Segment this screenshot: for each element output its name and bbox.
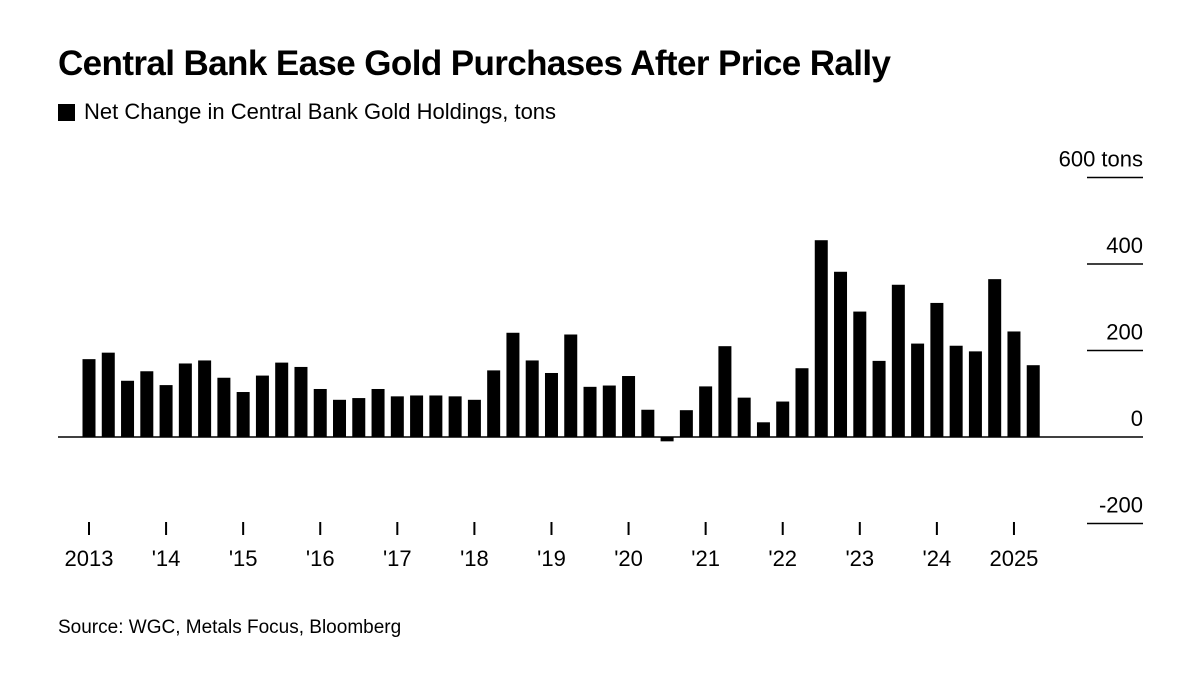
- x-tick-label: '16: [306, 546, 335, 571]
- bar: [968, 351, 982, 438]
- bar: [429, 395, 443, 437]
- bar: [949, 345, 963, 437]
- y-tick-label: -200: [1099, 493, 1143, 518]
- y-axis: 600 tons 400 200 0 -200: [1059, 147, 1143, 525]
- bar: [737, 397, 751, 437]
- bar: [814, 240, 828, 437]
- bar: [776, 401, 790, 437]
- chart-title: Central Bank Ease Gold Purchases After P…: [58, 44, 891, 83]
- x-tick-label: '20: [614, 546, 643, 571]
- x-tick-label: '21: [691, 546, 720, 571]
- bar: [198, 360, 212, 437]
- x-tick-label: '14: [152, 546, 181, 571]
- bar: [371, 388, 385, 437]
- x-axis: 2013 '14 '15 '16 '17 '18 '19 '20 '21 '22 '23 '24 202…: [65, 522, 1038, 571]
- bar: [101, 352, 115, 437]
- bar: [1026, 365, 1040, 437]
- y-tick-label: 600 tons: [1059, 147, 1143, 172]
- bar: [313, 388, 327, 437]
- bar: [333, 399, 347, 438]
- bar: [988, 279, 1002, 437]
- y-tick-label: 200: [1106, 320, 1143, 345]
- bar: [891, 284, 905, 437]
- bar: [140, 371, 154, 437]
- bar: [410, 395, 424, 437]
- legend: Net Change in Central Bank Gold Holdings…: [58, 99, 556, 125]
- bar: [602, 385, 616, 437]
- bars: [82, 240, 1040, 442]
- bar: [756, 422, 770, 438]
- x-tick-label: '22: [768, 546, 797, 571]
- bar: [641, 409, 655, 437]
- x-tick-label: '17: [383, 546, 412, 571]
- x-tick-label: '18: [460, 546, 489, 571]
- bar: [487, 370, 501, 437]
- bar: [834, 271, 848, 437]
- bar: [236, 392, 250, 437]
- bar: [872, 360, 886, 437]
- bar: [911, 343, 925, 437]
- x-tick-label: '24: [923, 546, 952, 571]
- bar: [525, 360, 539, 437]
- bar: [217, 377, 231, 437]
- bar: [390, 396, 404, 438]
- bar: [506, 332, 520, 437]
- bar: [699, 386, 713, 437]
- bar: [679, 410, 693, 438]
- bar: [795, 368, 809, 437]
- x-tick-label: '15: [229, 546, 258, 571]
- x-tick-label: 2025: [989, 546, 1038, 571]
- x-tick-label: '19: [537, 546, 566, 571]
- source-note: Source: WGC, Metals Focus, Bloomberg: [58, 617, 402, 638]
- bar: [853, 311, 867, 437]
- bar: [275, 362, 289, 437]
- bar: [564, 334, 578, 437]
- bar: [255, 375, 269, 437]
- bar: [294, 366, 308, 437]
- x-tick-label: 2013: [65, 546, 114, 571]
- bar: [583, 386, 597, 437]
- bar: [178, 363, 192, 438]
- bar: [448, 396, 462, 438]
- legend-swatch: [58, 104, 75, 121]
- legend-label: Net Change in Central Bank Gold Holdings…: [84, 99, 557, 124]
- bar: [121, 380, 135, 437]
- bar: [352, 398, 366, 437]
- bar: [544, 372, 558, 437]
- x-tick-label: '23: [845, 546, 874, 571]
- bar: [159, 385, 173, 437]
- bar: [1007, 331, 1021, 437]
- y-tick-label: 400: [1106, 233, 1143, 258]
- bar: [660, 437, 674, 442]
- bar: [622, 376, 636, 437]
- bar: [930, 302, 944, 437]
- y-tick-label: 0: [1131, 406, 1143, 431]
- bar: [467, 399, 481, 438]
- bar: [82, 359, 96, 437]
- bar: [718, 346, 732, 438]
